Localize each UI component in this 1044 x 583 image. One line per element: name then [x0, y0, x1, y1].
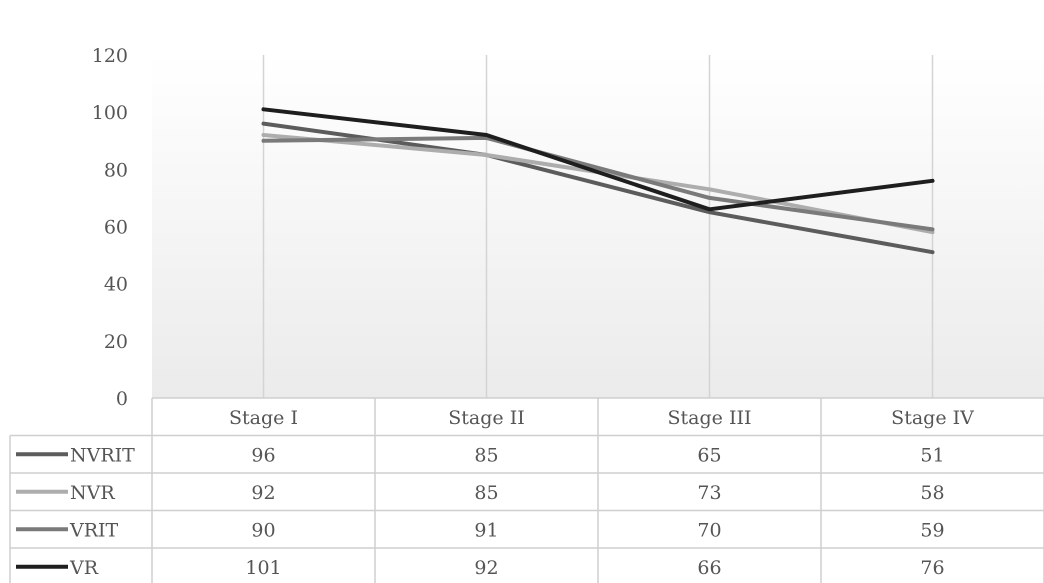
table-value: 101	[245, 557, 281, 579]
table-value: 90	[251, 519, 275, 541]
table-value: 92	[251, 482, 275, 504]
legend-label-vrit: VRIT	[69, 519, 119, 541]
table-value: 76	[920, 557, 944, 579]
table-value: 85	[474, 482, 498, 504]
y-tick-label: 120	[92, 45, 128, 67]
y-tick-label: 0	[116, 388, 128, 410]
legend-label-vr: VR	[69, 557, 99, 579]
table-value: 92	[474, 557, 498, 579]
table-value: 59	[920, 519, 944, 541]
y-tick-label: 20	[104, 331, 128, 353]
x-category-label: Stage III	[668, 407, 752, 429]
table-value: 96	[251, 444, 275, 466]
y-tick-label: 80	[104, 159, 128, 181]
table-value: 58	[920, 482, 944, 504]
x-category-label: Stage II	[448, 407, 524, 429]
x-category-label: Stage I	[229, 407, 298, 429]
series-line-vr	[261, 107, 935, 212]
table-value: 85	[474, 444, 498, 466]
x-category-label: Stage IV	[891, 407, 974, 429]
y-tick-label: 40	[104, 274, 128, 296]
legend-label-nvr: NVR	[70, 482, 115, 504]
y-tick-label: 60	[104, 217, 128, 239]
table-value: 91	[474, 519, 498, 541]
table-value: 65	[697, 444, 721, 466]
legend-label-nvrit: NVRIT	[70, 444, 135, 466]
table-value: 66	[697, 557, 721, 579]
series-line-vrit	[261, 135, 935, 232]
table-value: 51	[920, 444, 944, 466]
y-tick-label: 100	[92, 102, 128, 124]
table-value: 73	[697, 482, 721, 504]
table-value: 70	[697, 519, 721, 541]
